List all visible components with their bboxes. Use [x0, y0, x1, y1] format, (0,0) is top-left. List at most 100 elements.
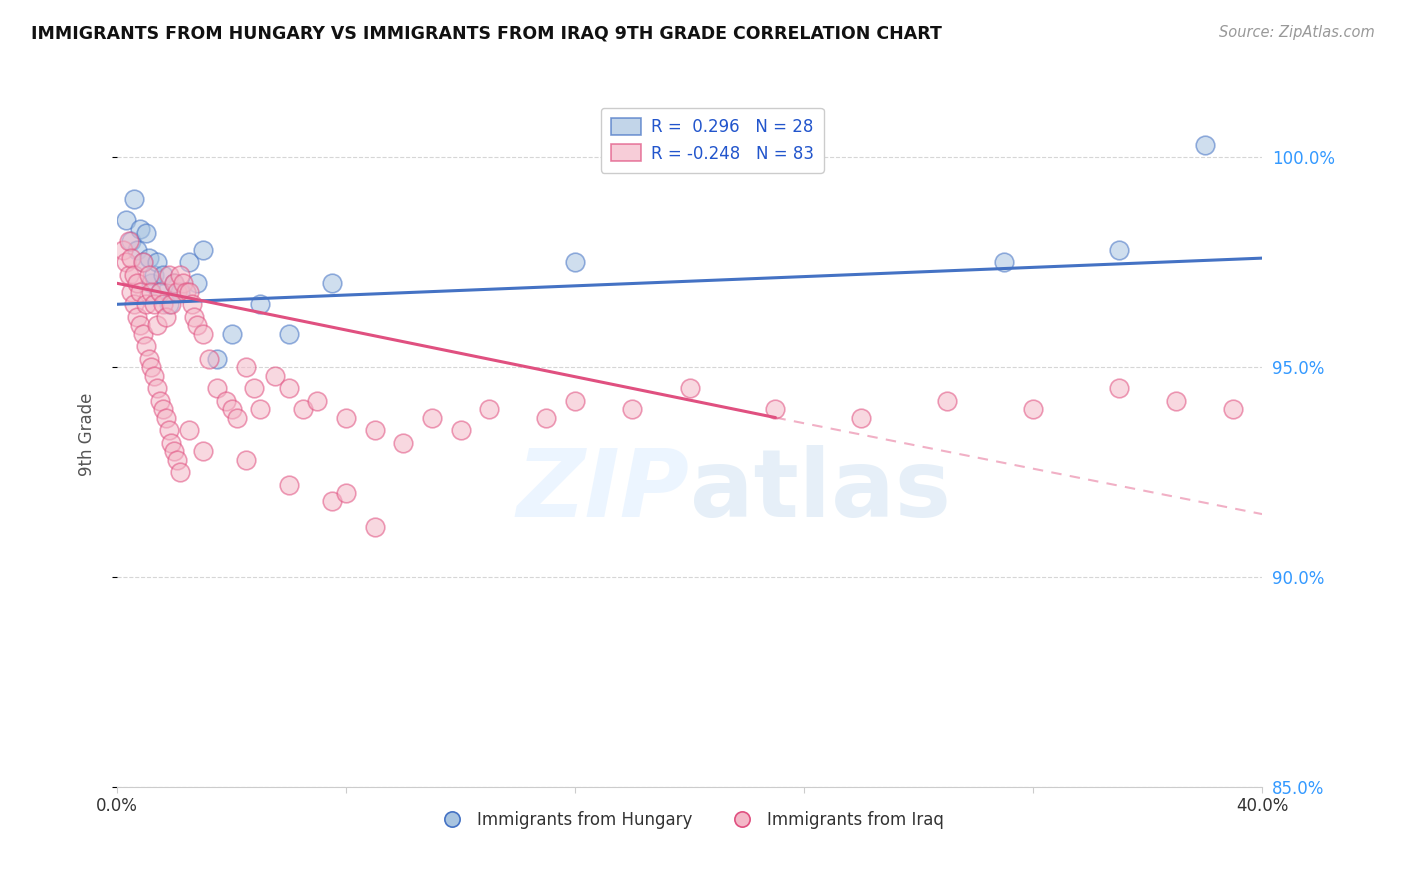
Point: [177, 423, 200, 437]
Point: [277, 381, 299, 395]
Point: [936, 393, 959, 408]
Point: [235, 452, 257, 467]
Point: [215, 393, 238, 408]
Point: [124, 193, 146, 207]
Point: [149, 285, 172, 299]
Point: [143, 368, 166, 383]
Point: [364, 423, 387, 437]
Point: [191, 243, 214, 257]
Point: [678, 381, 700, 395]
Point: [146, 381, 169, 395]
Point: [186, 277, 208, 291]
Point: [163, 277, 186, 291]
Point: [169, 285, 191, 299]
Point: [127, 243, 149, 257]
Point: [157, 297, 180, 311]
Y-axis label: 9th Grade: 9th Grade: [79, 392, 96, 476]
Point: [226, 410, 249, 425]
Point: [160, 435, 183, 450]
Point: [1194, 137, 1216, 152]
Text: atlas: atlas: [689, 445, 950, 537]
Point: [564, 255, 586, 269]
Point: [392, 435, 415, 450]
Point: [138, 251, 160, 265]
Point: [335, 486, 357, 500]
Point: [1222, 402, 1244, 417]
Point: [127, 277, 149, 291]
Point: [420, 410, 443, 425]
Point: [364, 519, 387, 533]
Point: [124, 297, 146, 311]
Point: [166, 452, 188, 467]
Point: [155, 310, 177, 324]
Point: [321, 494, 343, 508]
Point: [221, 402, 243, 417]
Point: [114, 255, 136, 269]
Point: [146, 318, 169, 333]
Point: [155, 410, 177, 425]
Point: [160, 297, 183, 311]
Point: [191, 444, 214, 458]
Point: [172, 277, 194, 291]
Point: [129, 318, 152, 333]
Point: [621, 402, 644, 417]
Point: [111, 243, 134, 257]
Point: [1166, 393, 1188, 408]
Point: [114, 213, 136, 227]
Point: [249, 297, 271, 311]
Point: [243, 381, 266, 395]
Point: [177, 285, 200, 299]
Text: IMMIGRANTS FROM HUNGARY VS IMMIGRANTS FROM IRAQ 9TH GRADE CORRELATION CHART: IMMIGRANTS FROM HUNGARY VS IMMIGRANTS FR…: [31, 25, 942, 43]
Point: [132, 255, 155, 269]
Point: [450, 423, 472, 437]
Point: [191, 326, 214, 341]
Point: [765, 402, 787, 417]
Point: [163, 277, 186, 291]
Point: [166, 285, 188, 299]
Point: [1022, 402, 1045, 417]
Point: [169, 268, 191, 282]
Point: [564, 393, 586, 408]
Point: [335, 410, 357, 425]
Point: [157, 423, 180, 437]
Point: [163, 444, 186, 458]
Point: [174, 285, 197, 299]
Point: [143, 268, 166, 282]
Point: [127, 310, 149, 324]
Point: [235, 360, 257, 375]
Point: [120, 251, 142, 265]
Point: [186, 318, 208, 333]
Point: [851, 410, 873, 425]
Point: [141, 277, 163, 291]
Point: [157, 268, 180, 282]
Point: [277, 326, 299, 341]
Point: [263, 368, 285, 383]
Point: [183, 310, 205, 324]
Point: [177, 255, 200, 269]
Point: [149, 393, 172, 408]
Point: [307, 393, 329, 408]
Point: [180, 297, 202, 311]
Point: [169, 465, 191, 479]
Legend: Immigrants from Hungary, Immigrants from Iraq: Immigrants from Hungary, Immigrants from…: [434, 811, 943, 830]
Point: [135, 297, 157, 311]
Point: [120, 285, 142, 299]
Point: [536, 410, 558, 425]
Point: [152, 268, 174, 282]
Point: [124, 268, 146, 282]
Point: [152, 297, 174, 311]
Text: ZIP: ZIP: [516, 445, 689, 537]
Point: [129, 221, 152, 235]
Point: [138, 351, 160, 366]
Point: [478, 402, 501, 417]
Point: [221, 326, 243, 341]
Point: [1108, 243, 1130, 257]
Point: [207, 351, 229, 366]
Point: [141, 285, 163, 299]
Text: Source: ZipAtlas.com: Source: ZipAtlas.com: [1219, 25, 1375, 40]
Point: [152, 402, 174, 417]
Point: [149, 285, 172, 299]
Point: [292, 402, 315, 417]
Point: [117, 268, 139, 282]
Point: [132, 326, 155, 341]
